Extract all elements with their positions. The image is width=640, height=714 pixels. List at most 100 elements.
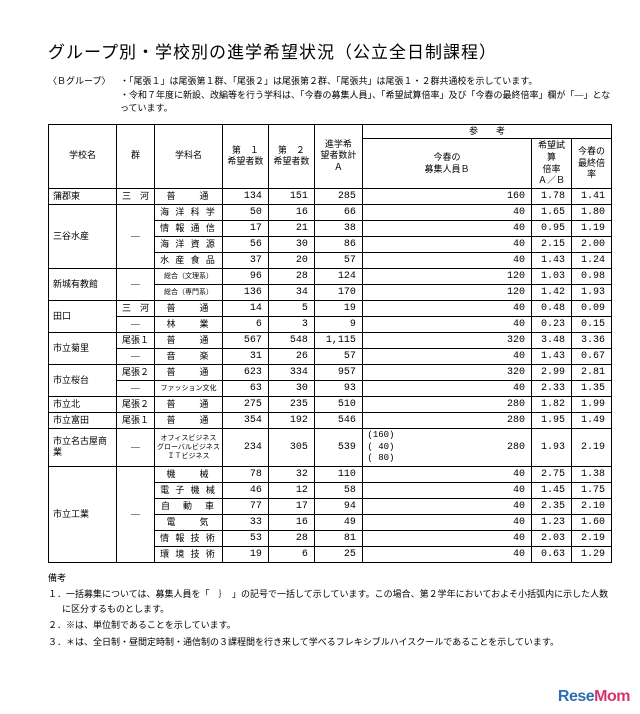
cell-school: 田口 bbox=[49, 300, 117, 332]
cell-school: 市立桜台 bbox=[49, 364, 117, 396]
cell-n1: 63 bbox=[222, 380, 268, 396]
cell-a: 510 bbox=[314, 396, 362, 412]
cell-a: 58 bbox=[314, 483, 362, 499]
cell-f: 0.98 bbox=[572, 268, 612, 284]
cell-b-paren bbox=[362, 412, 400, 428]
cell-b: 280 bbox=[400, 428, 531, 466]
cell-b: 160 bbox=[400, 188, 531, 204]
cell-b: 40 bbox=[400, 531, 531, 547]
cell-f: 3.36 bbox=[572, 332, 612, 348]
col-sanko: 参 考 bbox=[362, 124, 611, 139]
table-body: 蒲郡東三 河普 通1341512851601.781.41三谷水産―海 洋 科 … bbox=[49, 188, 612, 562]
cell-f: 2.19 bbox=[572, 428, 612, 466]
cell-dept: 電 気 bbox=[155, 515, 223, 531]
table-row: 蒲郡東三 河普 通1341512851601.781.41 bbox=[49, 188, 612, 204]
cell-ab: 0.48 bbox=[532, 300, 572, 316]
page-title: グループ別・学校別の進学希望状況（公立全日制課程） bbox=[48, 38, 612, 63]
cell-ab: 1.95 bbox=[532, 412, 572, 428]
cell-dept: 環 境 技 術 bbox=[155, 547, 223, 563]
watermark-part-a: Rese bbox=[558, 688, 594, 705]
table-row: ―音 楽312657401.430.67 bbox=[49, 348, 612, 364]
cell-f: 1.38 bbox=[572, 467, 612, 483]
cell-n1: 567 bbox=[222, 332, 268, 348]
cell-dept: ファッション文化 bbox=[155, 380, 223, 396]
cell-gun: ― bbox=[117, 380, 155, 396]
cell-f: 1.49 bbox=[572, 412, 612, 428]
cell-n2: 34 bbox=[268, 284, 314, 300]
cell-school: 三谷水産 bbox=[49, 204, 117, 268]
cell-n2: 235 bbox=[268, 396, 314, 412]
cell-b-paren bbox=[362, 364, 400, 380]
cell-school: 市立名古屋商業 bbox=[49, 428, 117, 466]
cell-a: 66 bbox=[314, 204, 362, 220]
cell-dept: 情 報 通 信 bbox=[155, 220, 223, 236]
cell-ab: 2.75 bbox=[532, 467, 572, 483]
cell-gun: ― bbox=[117, 348, 155, 364]
cell-gun: ― bbox=[117, 268, 155, 300]
table-row: 市立菊里尾張１普 通5675481,1153203.483.36 bbox=[49, 332, 612, 348]
cell-n1: 37 bbox=[222, 252, 268, 268]
cell-a: 539 bbox=[314, 428, 362, 466]
cell-b: 40 bbox=[400, 316, 531, 332]
table-row: 市立工業―機 械7832110402.751.38 bbox=[49, 467, 612, 483]
cell-b-paren bbox=[362, 499, 400, 515]
cell-b-paren bbox=[362, 204, 400, 220]
cell-n1: 234 bbox=[222, 428, 268, 466]
cell-ab: 2.33 bbox=[532, 380, 572, 396]
cell-a: 170 bbox=[314, 284, 362, 300]
cell-b-paren bbox=[362, 220, 400, 236]
table-row: 市立北尾張２普 通2752355102801.821.99 bbox=[49, 396, 612, 412]
cell-f: 0.15 bbox=[572, 316, 612, 332]
cell-school: 市立北 bbox=[49, 396, 117, 412]
cell-gun: 三 河 bbox=[117, 300, 155, 316]
cell-school: 市立富田 bbox=[49, 412, 117, 428]
cell-school: 蒲郡東 bbox=[49, 188, 117, 204]
cell-ab: 1.03 bbox=[532, 268, 572, 284]
col-gun: 群 bbox=[117, 124, 155, 188]
col-n1: 第 １希望者数 bbox=[222, 124, 268, 188]
table-row: ―ファッション文化633093402.331.35 bbox=[49, 380, 612, 396]
cell-n1: 354 bbox=[222, 412, 268, 428]
cell-n2: 21 bbox=[268, 220, 314, 236]
cell-gun: 三 河 bbox=[117, 188, 155, 204]
cell-a: 124 bbox=[314, 268, 362, 284]
cell-f: 1.60 bbox=[572, 515, 612, 531]
cell-dept: 総合（文理系） bbox=[155, 268, 223, 284]
cell-n1: 623 bbox=[222, 364, 268, 380]
cell-gun: 尾張２ bbox=[117, 364, 155, 380]
cell-ab: 0.63 bbox=[532, 547, 572, 563]
cell-f: 1.93 bbox=[572, 284, 612, 300]
col-n2: 第 ２希望者数 bbox=[268, 124, 314, 188]
cell-b-paren bbox=[362, 252, 400, 268]
cell-b: 40 bbox=[400, 499, 531, 515]
cell-n2: 151 bbox=[268, 188, 314, 204]
cell-a: 38 bbox=[314, 220, 362, 236]
cell-b: 40 bbox=[400, 204, 531, 220]
cell-gun: ― bbox=[117, 316, 155, 332]
table-row: ―林 業639400.230.15 bbox=[49, 316, 612, 332]
cell-n1: 17 bbox=[222, 220, 268, 236]
cell-b: 40 bbox=[400, 220, 531, 236]
cell-ab: 0.95 bbox=[532, 220, 572, 236]
cell-ab: 3.48 bbox=[532, 332, 572, 348]
cell-n2: 16 bbox=[268, 515, 314, 531]
cell-f: 1.29 bbox=[572, 547, 612, 563]
document-page: グループ別・学校別の進学希望状況（公立全日制課程） 〈Ｂグループ〉 ・「尾張１」… bbox=[0, 0, 640, 649]
cell-dept: 普 通 bbox=[155, 364, 223, 380]
cell-b-paren bbox=[362, 515, 400, 531]
cell-f: 1.35 bbox=[572, 380, 612, 396]
cell-n1: 50 bbox=[222, 204, 268, 220]
cell-dept: 自 動 車 bbox=[155, 499, 223, 515]
cell-n2: 32 bbox=[268, 467, 314, 483]
cell-b: 40 bbox=[400, 483, 531, 499]
table-row: 市立桜台尾張２普 通6233349573202.992.81 bbox=[49, 364, 612, 380]
cell-f: 2.10 bbox=[572, 499, 612, 515]
cell-n1: 6 bbox=[222, 316, 268, 332]
cell-a: 25 bbox=[314, 547, 362, 563]
cell-f: 0.67 bbox=[572, 348, 612, 364]
cell-ab: 2.15 bbox=[532, 236, 572, 252]
sub-note-1: ・「尾張１」は尾張第１群、「尾張２」は尾張第２群、「尾張共」は尾張１・２群共通校… bbox=[120, 75, 537, 89]
cell-a: 546 bbox=[314, 412, 362, 428]
cell-n1: 53 bbox=[222, 531, 268, 547]
cell-a: 94 bbox=[314, 499, 362, 515]
